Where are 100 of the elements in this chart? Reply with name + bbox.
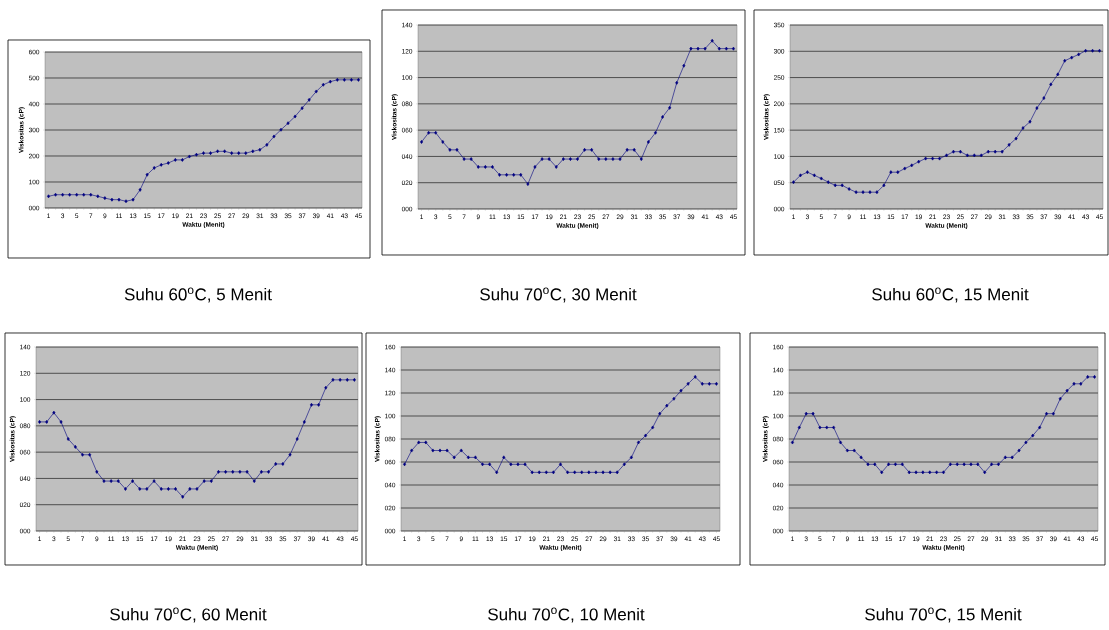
point <box>951 149 955 154</box>
point <box>488 462 492 467</box>
point <box>590 147 594 152</box>
point <box>335 77 339 82</box>
point <box>910 163 914 168</box>
point <box>403 462 407 467</box>
point <box>1091 48 1095 53</box>
point <box>996 462 1000 467</box>
point <box>47 194 51 199</box>
point <box>1003 455 1007 460</box>
point <box>568 157 572 161</box>
point <box>194 152 198 157</box>
point <box>131 197 135 202</box>
point <box>495 470 499 475</box>
point <box>866 462 870 467</box>
point <box>675 80 679 85</box>
point <box>551 470 555 475</box>
point <box>159 487 163 491</box>
point <box>942 470 946 475</box>
point <box>861 190 865 195</box>
point <box>668 105 672 110</box>
point <box>216 469 220 474</box>
point <box>1086 375 1090 379</box>
point <box>1051 411 1055 416</box>
point <box>1000 149 1004 154</box>
point <box>267 469 271 474</box>
point <box>238 469 242 474</box>
point <box>159 162 163 167</box>
point <box>686 381 690 386</box>
point <box>481 462 485 467</box>
point <box>580 470 584 475</box>
point <box>1010 455 1014 460</box>
point <box>618 157 622 161</box>
text: Suhu 70$^{o}$C, 30 Menit <box>480 287 637 303</box>
point <box>124 199 128 204</box>
point <box>594 470 598 475</box>
point <box>914 470 918 475</box>
point <box>661 115 665 119</box>
point <box>979 153 983 158</box>
point <box>117 197 121 202</box>
point <box>224 469 228 474</box>
point <box>566 470 570 475</box>
point <box>307 97 311 102</box>
point <box>797 425 801 430</box>
point <box>805 170 809 175</box>
point <box>948 462 952 467</box>
point <box>1065 388 1069 393</box>
point <box>790 440 794 445</box>
point <box>420 140 424 144</box>
point <box>875 190 879 195</box>
point <box>900 462 904 467</box>
point <box>45 420 49 424</box>
point <box>693 375 697 379</box>
point <box>972 153 976 158</box>
point <box>38 420 42 424</box>
point <box>672 396 676 401</box>
point <box>526 182 530 186</box>
point <box>466 455 470 460</box>
point <box>907 470 911 475</box>
point <box>903 166 907 171</box>
point <box>1007 142 1011 147</box>
text: Suhu 70$^{o}$C, 60 Menit <box>110 607 267 623</box>
point <box>1024 440 1028 445</box>
point <box>245 469 249 474</box>
point <box>181 494 185 499</box>
point <box>818 425 822 430</box>
point <box>1063 58 1067 63</box>
point <box>604 157 608 161</box>
point <box>231 469 235 474</box>
point <box>1077 52 1081 57</box>
point <box>1093 375 1097 379</box>
point <box>798 173 802 178</box>
point <box>812 173 816 178</box>
point <box>544 470 548 475</box>
point <box>893 462 897 467</box>
point <box>309 402 313 407</box>
point <box>597 157 601 161</box>
point <box>138 487 142 491</box>
point <box>679 388 683 393</box>
point <box>573 470 577 475</box>
point <box>452 455 456 460</box>
point <box>61 192 65 197</box>
point <box>476 165 480 169</box>
point <box>1014 136 1018 141</box>
point <box>469 157 473 161</box>
point <box>965 153 969 158</box>
point <box>854 190 858 195</box>
point <box>644 433 648 438</box>
point <box>265 142 269 147</box>
point <box>533 165 537 169</box>
point <box>66 437 70 441</box>
point <box>1070 55 1074 60</box>
point <box>288 452 292 457</box>
point <box>636 440 640 445</box>
point <box>629 455 633 460</box>
point <box>945 153 948 158</box>
point <box>1042 96 1046 100</box>
point <box>1021 126 1025 130</box>
point <box>826 180 830 185</box>
point <box>938 156 942 161</box>
